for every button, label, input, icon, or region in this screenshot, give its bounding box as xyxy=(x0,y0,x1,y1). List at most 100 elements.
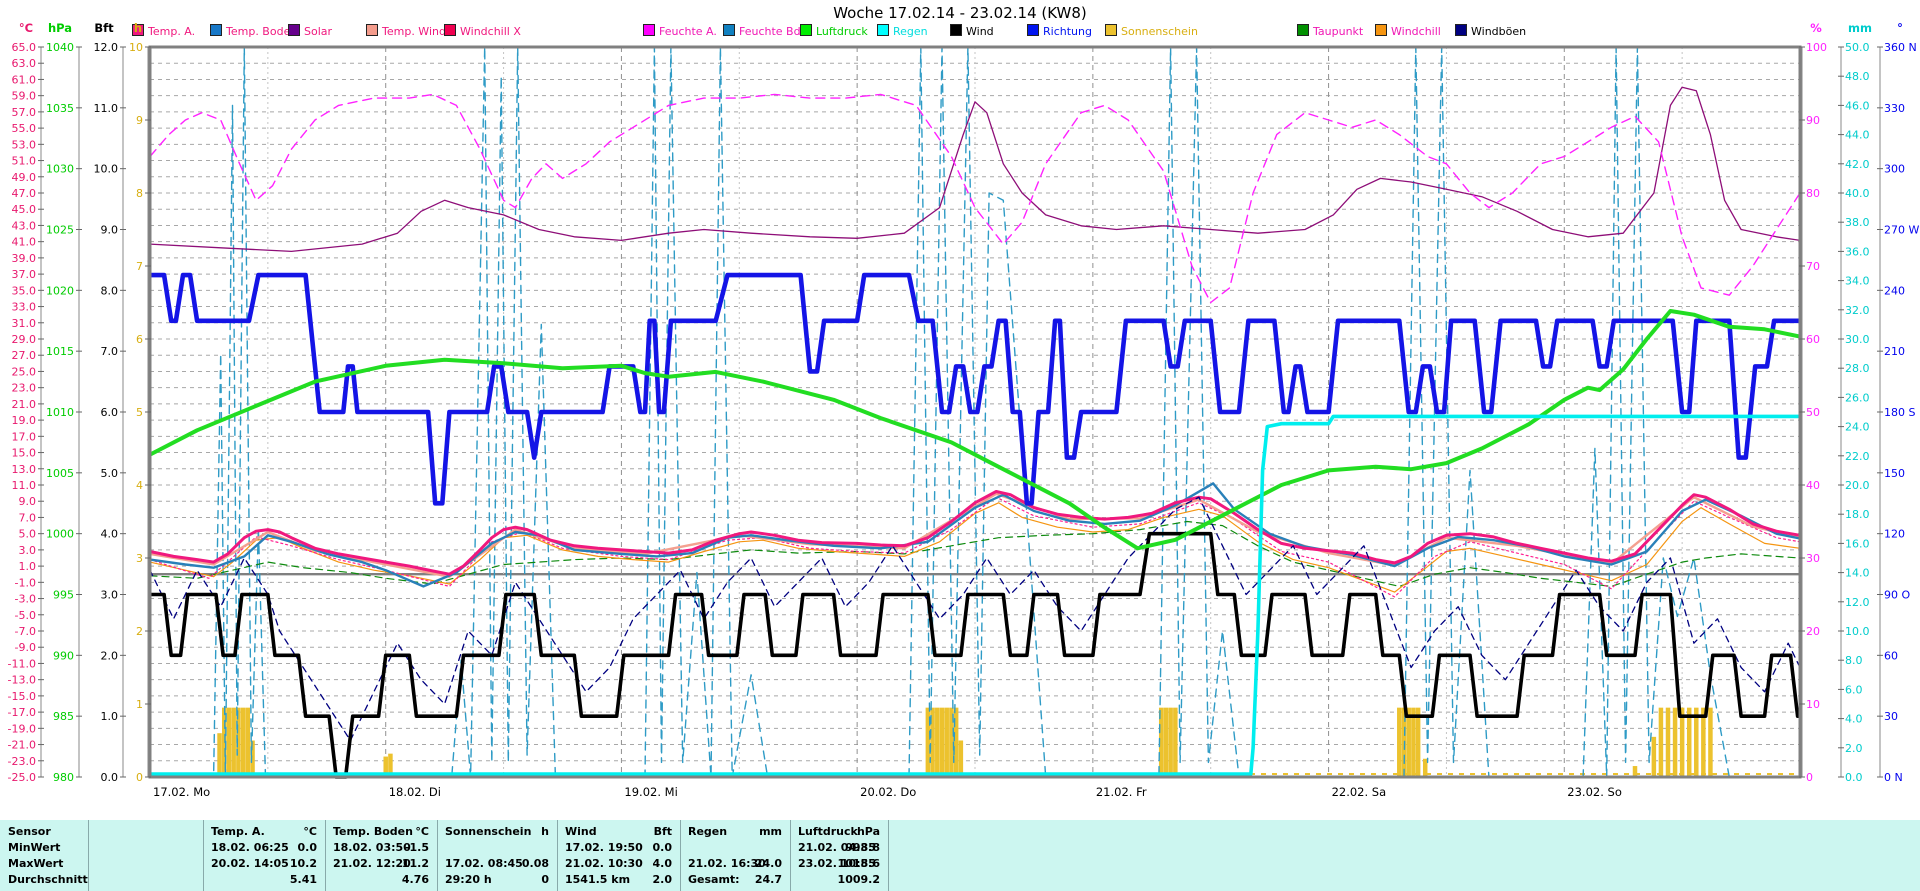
series-wind-line xyxy=(148,531,1802,779)
axis-label-c: 7.0 xyxy=(19,511,37,524)
axis-label-mm: 36.0 xyxy=(1845,245,1870,258)
sunshine-bar xyxy=(1173,707,1178,777)
axis-label-mm: 14.0 xyxy=(1845,567,1870,580)
table-max-value: 24.0 xyxy=(754,857,782,870)
axis-label-mm: 22.0 xyxy=(1845,450,1870,463)
axis-label-h: 7 xyxy=(136,260,143,273)
sunshine-bar xyxy=(925,707,931,777)
legend-label: Temp. Wind xyxy=(382,25,446,38)
sunshine-bar xyxy=(217,733,222,777)
axis-label-deg: 90 O xyxy=(1884,589,1910,602)
sunshine-bar xyxy=(1158,707,1164,777)
axis-label-h: 3 xyxy=(136,552,143,565)
axis-label-c: 61.0 xyxy=(12,73,37,86)
legend-swatch-icon xyxy=(366,24,378,36)
axis-label-c: 43.0 xyxy=(12,219,37,232)
axis-label-c: 31.0 xyxy=(12,317,37,330)
sunshine-bar xyxy=(958,740,964,777)
axis-label-h: 5 xyxy=(136,406,143,419)
axis-label-bft: 1.0 xyxy=(101,710,119,723)
table-column-divider xyxy=(88,820,89,891)
legend-label: Feuchte Bd xyxy=(739,25,801,38)
axis-label-hpa: 1020 xyxy=(46,284,74,297)
axis-label-c: -9.0 xyxy=(15,641,36,654)
axis-label-c: -11.0 xyxy=(8,657,36,670)
axis-label-mm: 24.0 xyxy=(1845,421,1870,434)
sunshine-bar xyxy=(240,707,246,777)
axis-header: mm xyxy=(1848,21,1872,35)
axis-label-bft: 12.0 xyxy=(94,41,119,54)
legend-item-temp-a-: Temp. A. xyxy=(132,24,195,38)
axis-label-mm: 50.0 xyxy=(1845,41,1870,54)
sunshine-bar xyxy=(1651,736,1657,777)
table-avg-value: 0 xyxy=(541,873,549,886)
table-column-divider xyxy=(888,820,889,891)
axis-label-c: -1.0 xyxy=(15,576,36,589)
axis-label-c: 57.0 xyxy=(12,106,37,119)
table-avg-value: 4.76 xyxy=(401,873,429,886)
legend-swatch-icon xyxy=(1375,24,1387,36)
table-sensor-unit: hPa xyxy=(856,825,880,838)
axis-label-mm: 40.0 xyxy=(1845,187,1870,200)
axis-label-c: -21.0 xyxy=(8,739,36,752)
sunshine-bar xyxy=(944,707,949,777)
table-column-divider xyxy=(680,820,681,891)
axis-label-c: 53.0 xyxy=(12,138,37,151)
axis-label-hpa: 1010 xyxy=(46,406,74,419)
legend-label: Feuchte A. xyxy=(659,25,717,38)
axis-label-c: 49.0 xyxy=(12,171,37,184)
axis-label-pct: 40 xyxy=(1806,479,1820,492)
sunshine-bar xyxy=(949,707,954,777)
axis-label-c: 59.0 xyxy=(12,90,37,103)
sunshine-bar xyxy=(250,740,255,777)
table-avg-when: Gesamt: xyxy=(688,873,740,886)
axis-label-deg: 210 xyxy=(1884,345,1905,358)
sunshine-bar xyxy=(930,707,935,777)
sunshine-bar xyxy=(1163,707,1169,777)
sunshine-bar xyxy=(1665,707,1671,777)
axis-label-bft: 6.0 xyxy=(101,406,119,419)
legend-label: Taupunkt xyxy=(1313,25,1364,38)
table-row-header: Sensor xyxy=(8,825,51,838)
axis-label-c: 65.0 xyxy=(12,41,37,54)
axis-label-c: 21.0 xyxy=(12,398,37,411)
legend-label: Sonnenschein xyxy=(1121,25,1198,38)
axis-label-c: 45.0 xyxy=(12,203,37,216)
axis-label-bft: 2.0 xyxy=(101,649,119,662)
table-avg-when: 29:20 h xyxy=(445,873,492,886)
axis-label-deg: 330 xyxy=(1884,102,1905,115)
axis-label-mm: 32.0 xyxy=(1845,304,1870,317)
axis-label-bft: 8.0 xyxy=(101,284,119,297)
axis-label-bft: 5.0 xyxy=(101,467,119,480)
sunshine-bar xyxy=(222,707,227,777)
axis-label-c: -5.0 xyxy=(15,609,36,622)
axis-label-bft: 11.0 xyxy=(94,102,119,115)
axis-label-c: 23.0 xyxy=(12,382,37,395)
axis-label-deg: 0 N xyxy=(1884,771,1903,784)
table-sensor-unit: mm xyxy=(759,825,782,838)
table-max-when: 20.02. 14:05 xyxy=(211,857,289,870)
axis-header: ° xyxy=(1897,21,1903,35)
axis-label-h: 8 xyxy=(136,187,143,200)
axis-label-c: -19.0 xyxy=(8,722,36,735)
table-row-header: MinWert xyxy=(8,841,61,854)
axis-label-mm: 44.0 xyxy=(1845,129,1870,142)
sunshine-bar xyxy=(226,707,232,777)
series-regen-line xyxy=(148,414,1802,776)
axis-label-mm: 34.0 xyxy=(1845,275,1870,288)
chart-plot-area[interactable]: 65.063.061.059.057.055.053.051.049.047.0… xyxy=(0,0,1920,820)
sunshine-bar xyxy=(939,707,945,777)
axis-label-c: 15.0 xyxy=(12,447,37,460)
axis-label-c: 17.0 xyxy=(12,430,37,443)
sunshine-bar xyxy=(1708,707,1713,777)
table-max-when: 21.02. 10:30 xyxy=(565,857,643,870)
statistics-table: Sensor MinWert MaxWert Durchschnitt Temp. A.… xyxy=(0,820,1920,891)
axis-label-c: 41.0 xyxy=(12,236,37,249)
axis-label-mm: 6.0 xyxy=(1845,683,1863,696)
axis-header: h xyxy=(134,21,142,35)
axis-label-c: 25.0 xyxy=(12,365,37,378)
table-max-value: 11.2 xyxy=(401,857,429,870)
table-sensor-name: Temp. Boden xyxy=(333,825,413,838)
table-avg-value: 24.7 xyxy=(754,873,782,886)
axis-header: hPa xyxy=(48,21,72,35)
